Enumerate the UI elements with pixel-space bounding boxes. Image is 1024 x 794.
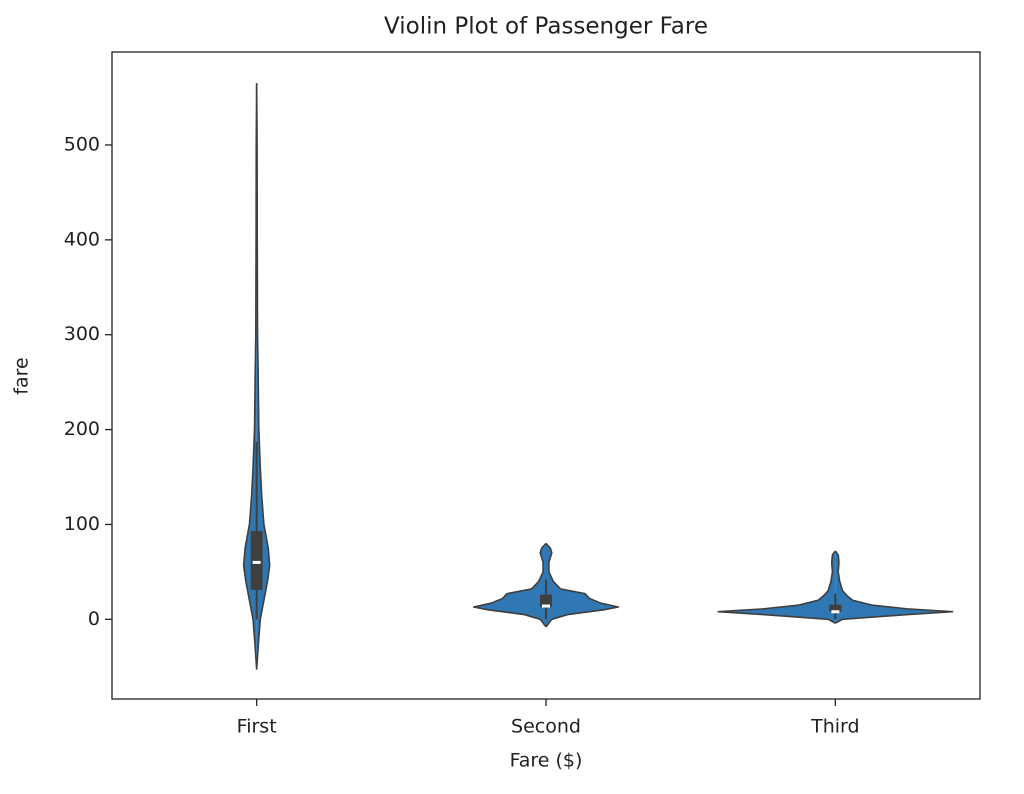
plot-frame <box>111 51 981 700</box>
violin-half <box>255 83 271 670</box>
x-tick-label: First <box>237 716 277 738</box>
chart-title: Violin Plot of Passenger Fare <box>384 14 708 40</box>
median <box>831 610 840 614</box>
y-axis-label: fare <box>11 357 33 394</box>
x-axis-label: Fare ($) <box>510 750 583 772</box>
violin-half <box>834 550 954 624</box>
y-tick-label: 200 <box>64 418 100 440</box>
violin-half <box>472 542 547 628</box>
median <box>252 560 261 564</box>
y-tick-label: 0 <box>88 608 100 630</box>
violin-half <box>242 83 258 670</box>
x-tick-label: Second <box>511 716 581 738</box>
median <box>542 604 550 608</box>
x-tick-label: Third <box>810 716 859 738</box>
box <box>250 531 263 590</box>
y-tick-label: 400 <box>64 228 100 250</box>
box <box>829 604 842 612</box>
y-tick-label: 100 <box>64 513 100 535</box>
y-tick-label: 300 <box>64 323 100 345</box>
y-tick-label: 500 <box>64 133 100 155</box>
violin-half <box>717 550 836 624</box>
box <box>540 594 552 607</box>
violin-half <box>545 542 620 628</box>
